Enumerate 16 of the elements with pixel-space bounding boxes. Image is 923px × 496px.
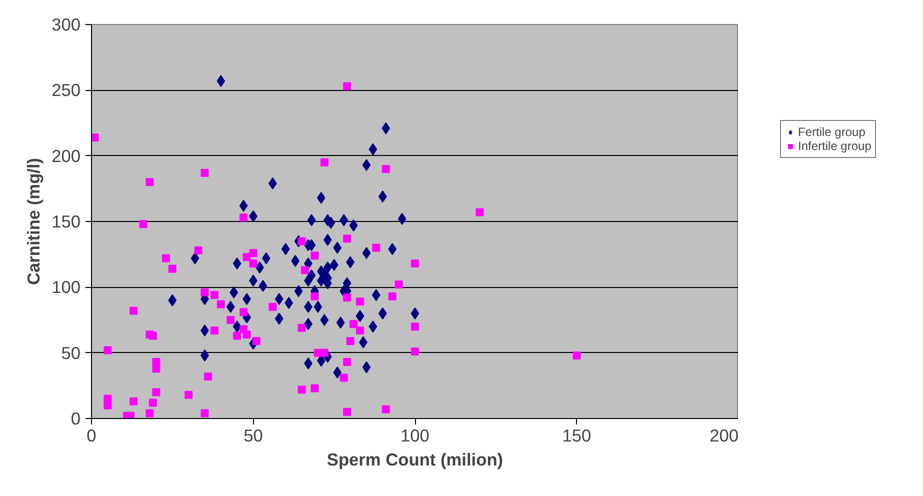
x-axis-title: Sperm Count (milion) bbox=[326, 450, 504, 470]
y-axis-title: Carnitine (mg/l) bbox=[24, 158, 44, 286]
y-tick-label: 150 bbox=[52, 212, 81, 232]
x-tick-label: 150 bbox=[562, 426, 592, 446]
x-tick-label: 0 bbox=[86, 426, 96, 446]
y-tick-label: 50 bbox=[61, 342, 81, 363]
legend-label: Infertile group bbox=[798, 139, 872, 153]
y-tick-label: 200 bbox=[52, 146, 81, 166]
legend-label: Fertile group bbox=[798, 125, 866, 139]
y-tick-label: 100 bbox=[52, 277, 81, 298]
x-tick-label: 50 bbox=[244, 426, 263, 446]
x-tick-label: 100 bbox=[400, 426, 430, 446]
y-tick-label: 250 bbox=[52, 80, 81, 100]
y-tick-label: 300 bbox=[52, 14, 81, 34]
x-tick-label: 200 bbox=[710, 426, 739, 446]
y-tick-label: 0 bbox=[70, 408, 81, 428]
